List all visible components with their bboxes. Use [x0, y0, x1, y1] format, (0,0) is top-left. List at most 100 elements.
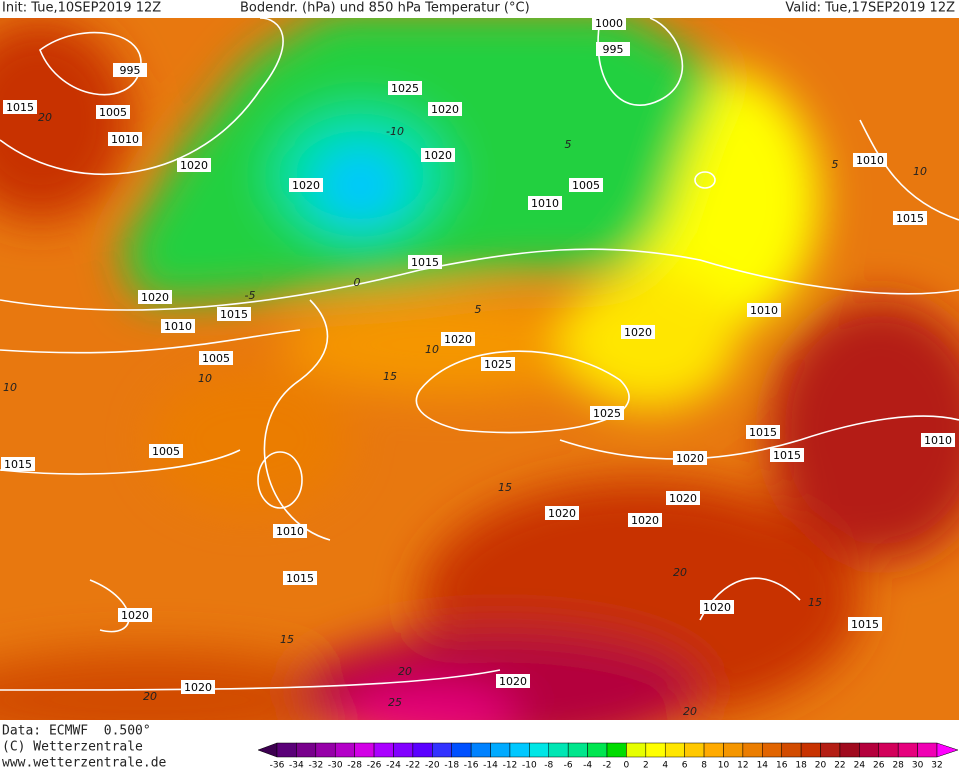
colorbar-segment: [334, 742, 355, 758]
isobar-label-box: [673, 451, 707, 465]
colorbar-segment: [412, 742, 433, 758]
isobar-label-box: [621, 325, 655, 339]
copyright: (C) Wetterzentrale: [2, 740, 143, 755]
isobar-label: 1010: [164, 320, 192, 333]
colorbar-tick-label: 24: [854, 761, 866, 770]
isotherm-label: 20: [398, 665, 412, 678]
isobar-label: 1015: [896, 212, 924, 225]
isotherm-label: 15: [808, 596, 822, 609]
colorbar-tick-label: -36: [270, 761, 285, 770]
isotherm-label: 10: [913, 165, 927, 178]
colorbar-tick-label: -34: [289, 761, 304, 770]
colorbar-tick-label: -16: [464, 761, 479, 770]
colorbar-segment: [567, 742, 588, 758]
isobar-label: 1015: [851, 618, 879, 631]
colorbar-segment: [296, 742, 317, 758]
colorbar-segment: [587, 742, 608, 758]
colorbar-tick-label: 26: [873, 761, 885, 770]
colorbar-tick-label: -28: [347, 761, 362, 770]
isobar-label: 1025: [391, 82, 419, 95]
colorbar-segment: [315, 742, 336, 758]
colorbar-segment: [878, 742, 899, 758]
isobar-label: 1020: [184, 681, 212, 694]
isobar-label: 1010: [276, 525, 304, 538]
isobar-label-box: [283, 571, 317, 585]
map-title: Bodendr. (hPa) und 850 hPa Temperatur (°…: [240, 1, 530, 16]
colorbar-tick-label: 0: [624, 761, 630, 770]
isobar-label-box: [628, 513, 662, 527]
isobar-label: 1020: [669, 492, 697, 505]
isobar-label-box: [108, 132, 142, 146]
isobar-label-box: [596, 42, 630, 56]
isobar-label: 995: [603, 43, 624, 56]
isobar-label-box: [921, 433, 955, 447]
colorbar-tick-label: -26: [367, 761, 382, 770]
isotherm-label: 10: [425, 343, 439, 356]
colorbar-tick-label: -32: [308, 761, 323, 770]
isobar-label-box: [496, 674, 530, 688]
isobar-labels: 9951005101010151020102510201020102010009…: [1, 17, 955, 694]
isobar-label: 1020: [444, 333, 472, 346]
website: www.wetterzentrale.de: [2, 756, 167, 770]
isotherm-label: 20: [38, 111, 52, 124]
isobar-label: 1020: [548, 507, 576, 520]
isobar-label-box: [273, 524, 307, 538]
isobars: [0, 18, 959, 691]
isotherm-label: 15: [498, 481, 512, 494]
colorbar-tick-label: 14: [757, 761, 769, 770]
isotherm-label: 0: [354, 276, 361, 289]
colorbar-tick-label: -22: [406, 761, 421, 770]
colorbar-tick-label: 22: [834, 761, 845, 770]
colorbar-segment: [373, 742, 394, 758]
isotherm-label: -5: [245, 289, 256, 302]
isobar-label: 1020: [431, 103, 459, 116]
isobar-label: 1010: [111, 133, 139, 146]
isobar-label-box: [388, 81, 422, 95]
colorbar-segment: [917, 742, 938, 758]
isobar-label-box: [217, 307, 251, 321]
colorbar-segment: [451, 742, 472, 758]
isobar-label: 1000: [595, 17, 623, 30]
colorbar-tick-label: -14: [483, 761, 498, 770]
isotherm-label: 15: [280, 633, 294, 646]
colorbar-tick-label: 6: [682, 761, 688, 770]
isobar-label: 1015: [220, 308, 248, 321]
isobar-label: 1020: [624, 326, 652, 339]
isobar-label-box: [161, 319, 195, 333]
isobar-label-box: [138, 290, 172, 304]
isotherm-label: 20: [143, 690, 157, 703]
isobar-label: 1020: [292, 179, 320, 192]
isotherm-label: 10: [198, 372, 212, 385]
colorbar-segment: [684, 742, 705, 758]
isobar-label-box: [1, 457, 35, 471]
colorbar-tick-label: -20: [425, 761, 440, 770]
colorbar: -36 -34 -32 -30 -28 -26 -24 -22 -20 -18 -16 -14 -12-…: [257, 742, 959, 770]
colorbar-tick-label: -10: [522, 761, 537, 770]
isobar-label: 1025: [484, 358, 512, 371]
colorbar-tick-label: 8: [701, 761, 707, 770]
isobar-label-box: [770, 448, 804, 462]
isobar-label: 1015: [6, 101, 34, 114]
isobar-label-box: [181, 680, 215, 694]
isotherm-label: 5: [565, 138, 572, 151]
colorbar-tick-label: 16: [776, 761, 788, 770]
colorbar-segment: [742, 742, 763, 758]
colorbar-tick-label: -30: [328, 761, 343, 770]
colorbar-tick-label: 4: [662, 761, 668, 770]
isobar-label: 1010: [531, 197, 559, 210]
isobar-label: 1020: [631, 514, 659, 527]
isobar-label-box: [177, 158, 211, 172]
isobar-label: 1015: [4, 458, 32, 471]
isobar-label-box: [113, 63, 147, 77]
colorbar-segment: [897, 742, 918, 758]
colorbar-tick-label: 28: [892, 761, 904, 770]
colorbar-segment: [781, 742, 802, 758]
colorbar-segment: [354, 742, 375, 758]
colorbar-segment: [548, 742, 569, 758]
isobar-label-box: [528, 196, 562, 210]
isobar-label-box: [666, 491, 700, 505]
isobar-label-box: [481, 357, 515, 371]
colorbar-tick-label: -4: [583, 761, 592, 770]
temperature-field: [0, 18, 959, 720]
